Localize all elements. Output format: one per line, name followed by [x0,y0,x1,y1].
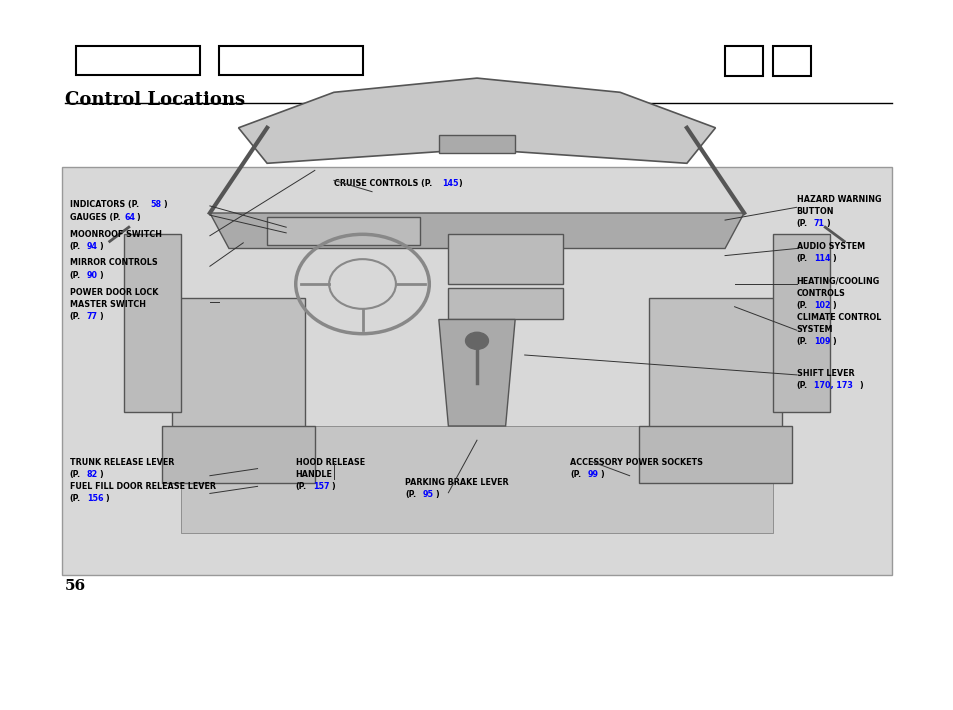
Text: 77: 77 [87,312,98,322]
Bar [76,46,200,75]
Text: HAZARD WARNING: HAZARD WARNING [796,195,881,204]
Text: 95: 95 [422,490,434,499]
Text: POWER DOOR LOCK: POWER DOOR LOCK [70,288,158,297]
Text: HOOD RELEASE: HOOD RELEASE [295,458,364,467]
Text: 64: 64 [124,213,135,222]
Text: ): ) [457,179,461,188]
Text: ): ) [99,312,103,322]
Text: 156: 156 [87,494,103,503]
Text: ACCESSORY POWER SOCKETS: ACCESSORY POWER SOCKETS [570,458,702,467]
Text: ): ) [331,482,335,491]
Circle shape [465,332,488,349]
Bar [267,217,419,245]
Text: ): ) [599,470,603,479]
Text: SYSTEM: SYSTEM [796,325,832,334]
Text: 145: 145 [441,179,457,188]
Bar [772,46,810,76]
Text: ): ) [825,219,829,229]
Text: ): ) [136,213,140,222]
Text: 82: 82 [87,470,98,479]
Polygon shape [210,213,743,248]
Text: 109: 109 [813,337,829,346]
Text: (P.: (P. [70,494,81,503]
Bar [772,234,829,412]
Text: MIRROR CONTROLS: MIRROR CONTROLS [70,258,157,268]
Text: 114: 114 [813,254,829,263]
Text: (P.: (P. [295,482,307,491]
Text: CLIMATE CONTROL: CLIMATE CONTROL [796,313,880,322]
Bar [724,46,762,76]
Bar [124,234,181,412]
Text: (P.: (P. [570,470,581,479]
Text: (P.: (P. [796,381,807,391]
Polygon shape [438,320,515,426]
Text: HEATING/COOLING: HEATING/COOLING [796,277,879,286]
Text: INDICATORS (P.: INDICATORS (P. [70,200,138,209]
Text: CRUISE CONTROLS (P.: CRUISE CONTROLS (P. [334,179,432,188]
Text: 71: 71 [813,219,824,229]
Text: PARKING BRAKE LEVER: PARKING BRAKE LEVER [405,478,509,487]
Text: (P.: (P. [796,337,807,346]
Bar [181,426,772,532]
Bar [448,288,562,320]
Text: (P.: (P. [796,219,807,229]
Text: (P.: (P. [796,301,807,310]
Text: (P.: (P. [405,490,416,499]
Text: 157: 157 [313,482,329,491]
Bar [219,46,362,75]
Text: 102: 102 [813,301,829,310]
Text: ): ) [163,200,167,209]
Text: 99: 99 [587,470,598,479]
Bar [162,426,314,483]
Text: MOONROOF SWITCH: MOONROOF SWITCH [70,230,161,239]
Text: 58: 58 [151,200,162,209]
Text: (P.: (P. [796,254,807,263]
Bar [639,426,791,483]
Polygon shape [238,78,715,163]
Text: (P.: (P. [70,242,81,251]
Text: CONTROLS: CONTROLS [796,289,844,298]
Bar [448,234,562,284]
Text: MASTER SWITCH: MASTER SWITCH [70,300,146,310]
Text: FUEL FILL DOOR RELEASE LEVER: FUEL FILL DOOR RELEASE LEVER [70,482,215,491]
Text: (P.: (P. [70,312,81,322]
Text: (P.: (P. [70,271,81,280]
Text: 56: 56 [65,579,86,593]
Text: ): ) [831,254,835,263]
Bar [438,135,515,153]
Text: AUDIO SYSTEM: AUDIO SYSTEM [796,242,863,251]
Bar [172,298,305,440]
Bar [62,167,891,575]
Text: BUTTON: BUTTON [796,207,833,217]
Text: ): ) [99,271,103,280]
Text: (P.: (P. [70,470,81,479]
Text: HANDLE: HANDLE [295,470,333,479]
Text: TRUNK RELEASE LEVER: TRUNK RELEASE LEVER [70,458,173,467]
Text: ): ) [99,470,103,479]
Text: 90: 90 [87,271,98,280]
Text: SHIFT LEVER: SHIFT LEVER [796,369,853,378]
Text: ): ) [831,301,835,310]
Text: GAUGES (P.: GAUGES (P. [70,213,120,222]
Text: ): ) [435,490,438,499]
Text: 94: 94 [87,242,98,251]
Text: ): ) [859,381,862,391]
Text: ): ) [831,337,835,346]
Text: ): ) [105,494,109,503]
Text: ): ) [99,242,103,251]
Bar [648,298,781,440]
Text: 170, 173: 170, 173 [813,381,852,391]
Text: Control Locations: Control Locations [65,91,245,109]
